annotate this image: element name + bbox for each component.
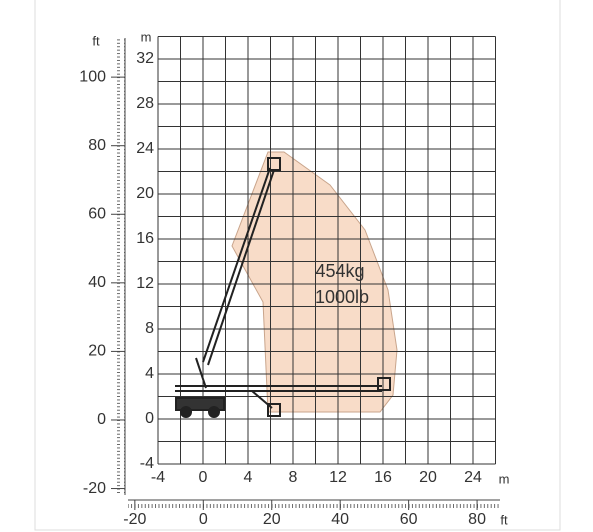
x-tick-label: 0 [199, 469, 208, 486]
y-tick-label: 12 [136, 275, 154, 292]
ft-tick-label: 20 [88, 343, 106, 360]
x-tick-label: 4 [244, 469, 253, 486]
ft-tick-label: -20 [83, 480, 106, 497]
y-tick-label: 16 [136, 230, 154, 247]
y-tick-label: 20 [136, 185, 154, 202]
x-tick-label: 24 [464, 469, 482, 486]
unit-label: m [141, 29, 152, 44]
ft-tick-label: 40 [88, 274, 106, 291]
ft-tick-label: 0 [97, 411, 106, 428]
working-envelope [231, 151, 398, 413]
y-tick-label: 4 [145, 365, 154, 382]
x-tick-label: 16 [374, 469, 392, 486]
ft-tick-label: 40 [331, 511, 349, 528]
grid [157, 36, 496, 465]
unit-label: m [499, 471, 510, 486]
y-tick-label: 28 [136, 95, 154, 112]
ft-ruler [128, 500, 500, 508]
load-label: 454kg [315, 261, 364, 281]
x-tick-label: 12 [329, 469, 347, 486]
ft-tick-label: 80 [88, 137, 106, 154]
ft-tick-label: 20 [263, 511, 281, 528]
frame [34, 0, 561, 531]
ft-tick-label: 60 [400, 511, 418, 528]
x-tick-label: 8 [289, 469, 298, 486]
ft-ruler [117, 38, 125, 495]
y-tick-label: 32 [136, 50, 154, 67]
ft-tick-label: 60 [88, 205, 106, 222]
ft-tick-label: 0 [199, 511, 208, 528]
unit-label: ft [500, 512, 508, 527]
y-tick-label: -4 [140, 455, 154, 472]
ft-tick-label: 100 [79, 68, 106, 85]
x-tick-label: -4 [151, 469, 165, 486]
unit-label: ft [92, 33, 100, 48]
ft-tick-label: -20 [123, 511, 146, 528]
y-tick-label: 8 [145, 320, 154, 337]
load-label: 1000lb [315, 287, 369, 307]
machine [175, 157, 391, 418]
y-tick-label: 24 [136, 140, 154, 157]
ft-tick-label: 80 [468, 511, 486, 528]
y-tick-label: 0 [145, 410, 154, 427]
x-tick-label: 20 [419, 469, 437, 486]
